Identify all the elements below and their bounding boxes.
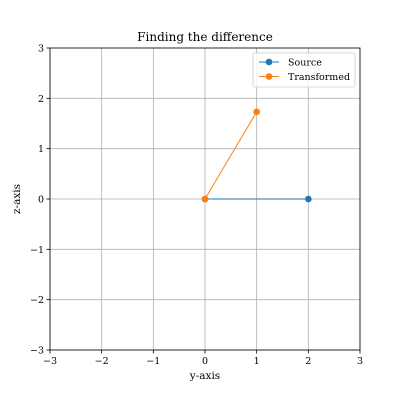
y-tick-label: 0 (38, 195, 44, 206)
legend: Source Transformed (252, 52, 356, 88)
x-tick-label: −1 (146, 356, 160, 367)
y-tick-label: −1 (30, 245, 44, 256)
x-tick-label: −2 (95, 356, 109, 367)
y-tick-label: −2 (30, 295, 44, 306)
y-tick-label: −3 (30, 346, 44, 357)
x-tick-label: −3 (43, 356, 57, 367)
chart-title: Finding the difference (137, 30, 273, 44)
series-line-transformed (204, 111, 258, 200)
legend-label: Source (288, 58, 322, 69)
data-point-transformed (253, 108, 260, 116)
x-axis-label: y-axis (189, 370, 220, 382)
y-tick-label: 3 (38, 44, 44, 55)
axis-ticks: −3 −2 −1 0 1 2 3 −3 −2 −1 0 1 2 3 (30, 44, 363, 368)
data-point-transformed (201, 195, 209, 203)
x-tick-label: 3 (357, 356, 363, 367)
legend-label: Transformed (288, 72, 350, 83)
series-group (201, 108, 312, 203)
x-tick-label: 0 (202, 356, 208, 367)
legend-marker (265, 58, 273, 66)
legend-marker (265, 73, 273, 80)
x-tick-label: 1 (254, 356, 260, 367)
plot-frame (49, 47, 361, 351)
y-axis-label: z-axis (11, 184, 23, 214)
x-tick-label: 2 (305, 356, 311, 367)
y-tick-label: 1 (38, 144, 44, 155)
y-tick-label: 2 (38, 94, 44, 105)
data-point-source (305, 195, 312, 203)
